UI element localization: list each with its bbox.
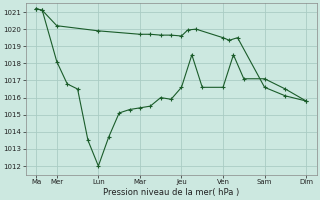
X-axis label: Pression niveau de la mer( hPa ): Pression niveau de la mer( hPa ): [103, 188, 239, 197]
